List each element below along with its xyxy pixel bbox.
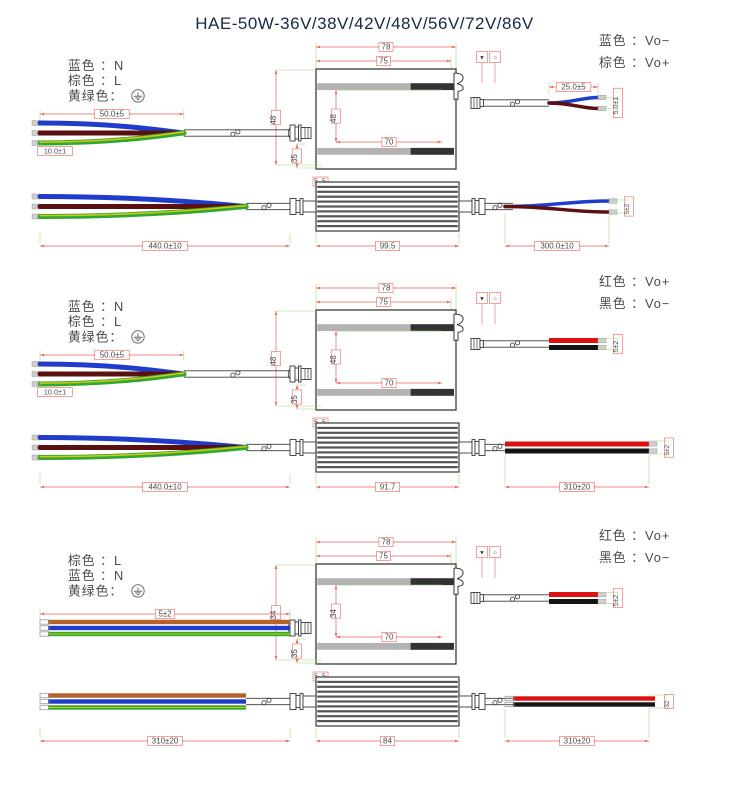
- svg-text:310±20: 310±20: [564, 483, 591, 492]
- svg-text:48: 48: [269, 115, 278, 124]
- svg-text:黄绿色：: 黄绿色：: [68, 583, 123, 598]
- svg-text:78: 78: [382, 43, 391, 52]
- svg-text:84: 84: [383, 737, 392, 746]
- svg-text:75: 75: [379, 298, 388, 307]
- svg-text:35: 35: [290, 154, 299, 163]
- svg-text:▼: ▼: [479, 55, 485, 61]
- svg-text:5±2: 5±2: [624, 203, 631, 214]
- svg-text:5±2: 5±2: [613, 595, 620, 607]
- svg-text:48: 48: [329, 355, 338, 364]
- svg-text:○: ○: [493, 550, 497, 556]
- svg-text:蓝色 ：N: 蓝色 ：N: [68, 568, 124, 583]
- svg-text:10.0±1: 10.0±1: [44, 388, 66, 397]
- svg-text:红色 ：Vo+: 红色 ：Vo+: [599, 528, 670, 543]
- svg-text:棕色 ：L: 棕色 ：L: [68, 73, 122, 88]
- svg-text:78: 78: [382, 538, 391, 547]
- svg-text:10.0±1: 10.0±1: [44, 147, 66, 156]
- svg-text:黄绿色：: 黄绿色：: [68, 88, 123, 103]
- svg-text:310±20: 310±20: [564, 737, 591, 746]
- svg-text:99.5: 99.5: [380, 242, 396, 251]
- svg-text:5±2: 5±2: [613, 341, 620, 353]
- svg-text:70: 70: [385, 138, 394, 147]
- svg-text:蓝色 ：N: 蓝色 ：N: [68, 299, 124, 314]
- svg-text:5±2: 5±2: [158, 610, 172, 619]
- svg-text:红色 ：Vo+: 红色 ：Vo+: [599, 274, 670, 289]
- svg-text:48: 48: [329, 114, 338, 123]
- svg-text:34: 34: [269, 610, 278, 619]
- svg-text:35: 35: [290, 395, 299, 404]
- svg-text:黑色 ：Vo−: 黑色 ：Vo−: [599, 296, 670, 311]
- svg-text:75: 75: [379, 552, 388, 561]
- svg-text:50.0±5: 50.0±5: [100, 351, 125, 360]
- svg-text:70: 70: [385, 633, 394, 642]
- svg-text:▼: ▼: [479, 296, 485, 302]
- svg-text:25.0±5: 25.0±5: [561, 83, 586, 92]
- svg-text:黑色 ：Vo−: 黑色 ：Vo−: [599, 550, 670, 565]
- svg-text:▼: ▼: [479, 550, 485, 556]
- svg-text:78: 78: [382, 284, 391, 293]
- svg-text:○: ○: [493, 55, 497, 61]
- svg-text:棕色 ：L: 棕色 ：L: [68, 553, 122, 568]
- svg-text:蓝色 ：N: 蓝色 ：N: [68, 58, 124, 73]
- svg-text:棕色 ：L: 棕色 ：L: [68, 314, 122, 329]
- svg-text:440.0±10: 440.0±10: [148, 242, 182, 251]
- svg-text:○: ○: [493, 296, 497, 302]
- svg-text:75: 75: [379, 57, 388, 66]
- svg-text:34: 34: [329, 609, 338, 618]
- svg-text:35: 35: [290, 649, 299, 658]
- svg-text:32: 32: [664, 700, 671, 708]
- svg-text:5.0±1: 5.0±1: [613, 97, 620, 115]
- svg-text:黄绿色：: 黄绿色：: [68, 329, 123, 344]
- svg-text:300.0±10: 300.0±10: [540, 242, 574, 251]
- svg-text:91.7: 91.7: [380, 483, 396, 492]
- svg-text:蓝色 ：Vo−: 蓝色 ：Vo−: [599, 33, 670, 48]
- svg-text:310±20: 310±20: [152, 737, 179, 746]
- svg-text:50.0±5: 50.0±5: [100, 110, 125, 119]
- svg-text:5±2: 5±2: [664, 444, 671, 455]
- svg-text:棕色 ：Vo+: 棕色 ：Vo+: [599, 55, 670, 70]
- svg-text:440.0±10: 440.0±10: [148, 483, 182, 492]
- svg-text:48: 48: [269, 356, 278, 365]
- svg-text:70: 70: [385, 379, 394, 388]
